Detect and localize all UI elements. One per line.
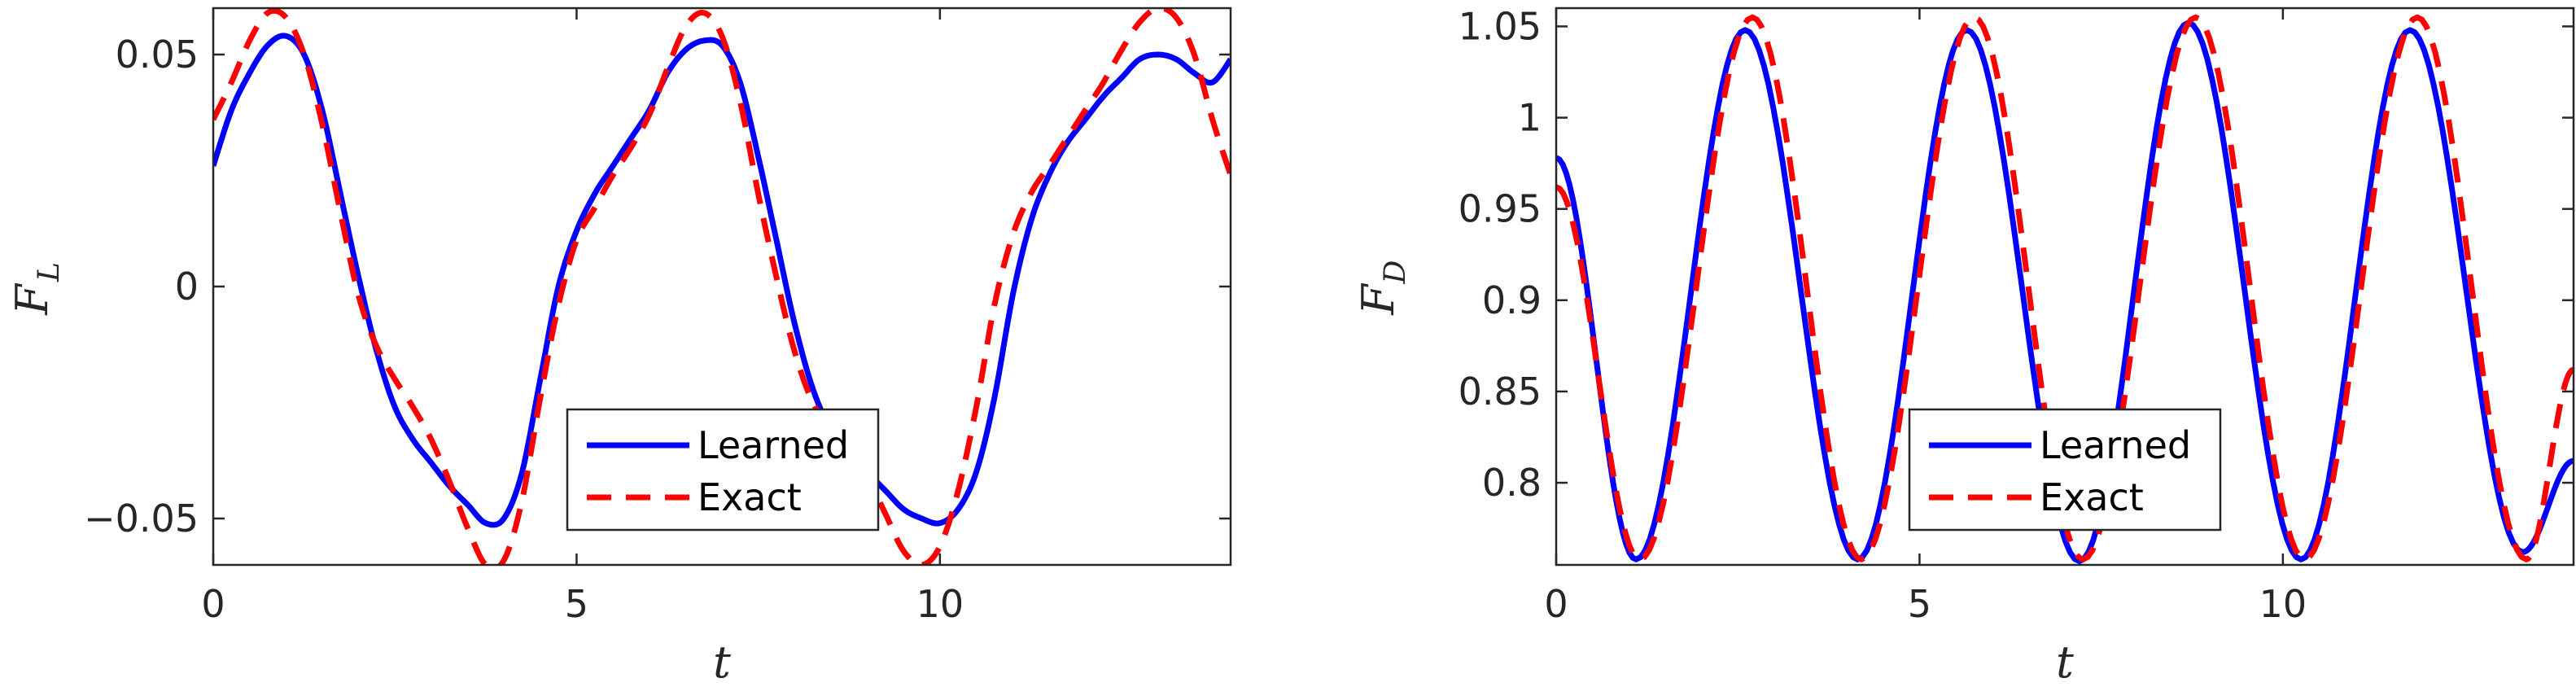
plot-area bbox=[1556, 14, 2574, 564]
y-axis-label-subscript: D bbox=[1379, 260, 1412, 284]
learned-series-line bbox=[1556, 20, 2574, 564]
legend: Learned Exact bbox=[1908, 408, 2222, 532]
y-tick-label: 1 bbox=[1518, 96, 1542, 140]
y-tick-label: 0 bbox=[175, 265, 199, 308]
legend-learned-label: Learned bbox=[2040, 423, 2191, 467]
y-tick-label: 1.05 bbox=[1459, 4, 1542, 48]
x-tick-label: 0 bbox=[201, 582, 225, 626]
x-axis-label: t bbox=[713, 637, 731, 687]
drag-force-panel: 0 5 10 0.8 0.85 0.9 0.95 1 1.05 t FD Learned Exact bbox=[1353, 4, 2575, 687]
plot-area bbox=[213, 8, 1231, 565]
x-tick-label: 10 bbox=[2259, 582, 2307, 626]
x-axis-label: t bbox=[2056, 637, 2074, 687]
legend-exact-label: Exact bbox=[698, 475, 802, 519]
legend: Learned Exact bbox=[566, 408, 880, 532]
y-tick-label: 0.9 bbox=[1482, 278, 1542, 322]
legend-box bbox=[566, 408, 880, 532]
y-tick-label: 0.85 bbox=[1459, 370, 1542, 414]
exact-series-line bbox=[213, 8, 1231, 565]
y-tick-label: −0.05 bbox=[84, 497, 199, 540]
y-tick-label: 0.95 bbox=[1459, 187, 1542, 231]
y-axis-label: FD bbox=[1353, 260, 1412, 315]
y-axis-label: FL bbox=[7, 262, 66, 316]
y-axis-label-main: F bbox=[1353, 282, 1404, 316]
y-tick-label: 0.05 bbox=[116, 33, 199, 77]
y-axis-label-subscript: L bbox=[33, 262, 66, 282]
x-tick-label: 5 bbox=[565, 582, 588, 626]
axes-frame bbox=[1555, 7, 2575, 567]
legend-learned-label: Learned bbox=[698, 423, 849, 467]
legend-box bbox=[1908, 408, 2222, 532]
exact-series-line bbox=[1556, 14, 2574, 562]
x-tick-label: 0 bbox=[1544, 582, 1568, 626]
x-tick-label: 5 bbox=[1908, 582, 1931, 626]
y-tick-label: 0.8 bbox=[1482, 461, 1542, 505]
x-tick-label: 10 bbox=[916, 582, 964, 626]
y-axis-label-main: F bbox=[7, 282, 58, 316]
legend-exact-label: Exact bbox=[2040, 475, 2144, 519]
